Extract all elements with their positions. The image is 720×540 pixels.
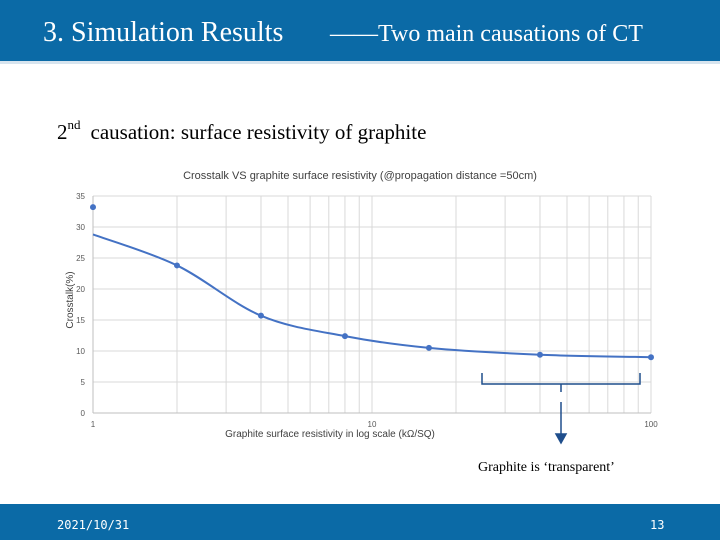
y-tick-label: 20 [76,285,85,294]
transparent-bracket [481,373,641,445]
data-point [173,262,180,269]
x-axis-label: Graphite surface resistivity in log scal… [225,429,435,440]
data-point [257,312,264,319]
chart-title: Crosstalk VS graphite surface resistivit… [183,170,537,182]
data-point [536,351,543,358]
y-tick-label: 25 [76,254,85,263]
data-point [341,333,348,340]
subtitle-prefix: 2 [57,120,68,144]
subtitle-text: causation: surface resistivity of graphi… [90,120,427,144]
y-tick-label: 35 [76,192,85,201]
x-tick-label: 100 [644,420,658,429]
y-tick-label: 0 [81,409,86,418]
annotation-arrow-head [554,433,568,445]
annotation-transparent: Graphite is ‘transparent’ [478,460,615,475]
slide-title: 3. Simulation Results [43,17,284,48]
footer-date: 2021/10/31 [57,518,130,532]
y-axis-label: Crosstalk(%) [65,271,76,328]
data-point [648,354,654,361]
data-point [90,204,96,211]
chart-axes: 0 5 10 15 20 25 30 35 1 10 100 [76,192,658,429]
y-tick-label: 10 [76,347,85,356]
x-tick-label: 10 [368,420,377,429]
slide-title-sub: ——Two main causations of CT [330,21,643,47]
y-tick-label: 5 [81,378,86,387]
x-tick-label: 1 [91,420,96,429]
chart-series [90,204,654,361]
footer-bar: 2021/10/31 13 [0,504,720,540]
y-tick-label: 30 [76,223,85,232]
crosstalk-chart: Crosstalk VS graphite surface resistivit… [65,170,658,445]
page-number: 13 [650,518,665,532]
chart-grid [92,195,652,414]
slide-subtitle: 2nd causation: surface resistivity of gra… [57,117,427,145]
data-point [425,344,432,351]
subtitle-sup: nd [67,117,81,132]
title-bar: 3. Simulation Results ——Two main causati… [0,0,720,64]
y-tick-label: 15 [76,316,85,325]
